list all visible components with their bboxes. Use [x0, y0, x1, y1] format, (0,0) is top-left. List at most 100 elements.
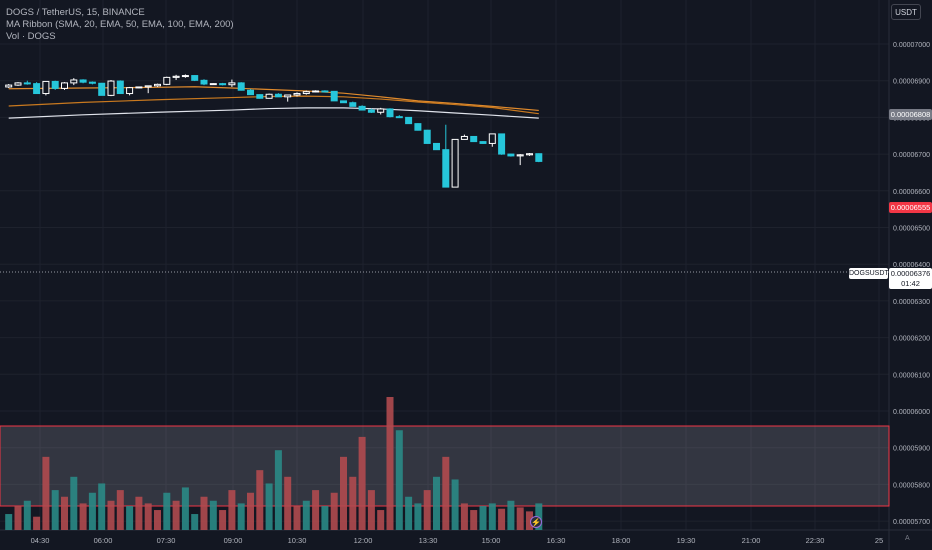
volume-bar: [228, 490, 236, 530]
volume-bar: [5, 514, 13, 530]
volume-bar: [135, 496, 143, 530]
y-tick-label: 0.00006900: [893, 79, 930, 86]
candle-body: [200, 79, 208, 85]
candle-body: [51, 80, 59, 89]
volume-bar: [349, 476, 357, 530]
y-tick-label: 0.00006200: [893, 336, 930, 343]
volume-bar: [181, 487, 189, 530]
volume-bar: [451, 479, 459, 530]
candle-body: [135, 86, 143, 89]
candle-body: [377, 108, 385, 113]
volume-bar: [367, 490, 375, 530]
y-tick-label: 0.00006000: [893, 409, 930, 416]
volume-bar: [107, 500, 115, 530]
candle-body: [433, 142, 440, 151]
x-tick-label: 21:00: [742, 536, 761, 545]
candle-body: [405, 116, 413, 125]
candle-body: [181, 75, 189, 78]
price-tag-red: 0.00006555: [889, 202, 932, 213]
volume-bar: [330, 492, 338, 530]
volume-bar: [460, 503, 468, 530]
candle-body: [321, 90, 329, 93]
y-tick-label: 0.00006100: [893, 372, 930, 379]
legend-symbol[interactable]: DOGS / TetherUS, 15, BINANCE: [6, 7, 145, 18]
candle-body: [386, 108, 394, 118]
lightning-icon[interactable]: ⚡: [530, 516, 542, 528]
volume-bar: [265, 483, 273, 530]
volume-bar: [144, 503, 152, 530]
volume-bar: [321, 506, 329, 530]
candle-body: [358, 105, 366, 111]
candle-body: [414, 123, 422, 131]
x-tick-label: 10:30: [288, 536, 307, 545]
candle-body: [209, 83, 217, 86]
legend-ma-ribbon[interactable]: MA Ribbon (SMA, 20, EMA, 50, EMA, 100, E…: [6, 19, 234, 30]
volume-bar: [79, 503, 87, 530]
candle-body: [154, 83, 161, 87]
volume-bar: [498, 508, 506, 530]
volume-bar: [479, 506, 487, 530]
y-tick-label: 0.00006400: [893, 262, 930, 269]
ema50-line: [8, 86, 539, 112]
auto-scale-button[interactable]: A: [905, 535, 910, 542]
x-tick-label: 19:30: [677, 536, 696, 545]
volume-bar: [414, 503, 422, 530]
volume-bar: [209, 500, 217, 530]
volume-bar: [340, 456, 347, 530]
candle-body: [33, 83, 41, 95]
candle-body: [349, 102, 357, 107]
candle-body: [228, 82, 236, 86]
price-tag-gray: 0.00006808: [889, 109, 932, 120]
volume-bar: [312, 490, 320, 530]
candle-body: [460, 135, 468, 140]
legend-volume[interactable]: Vol · DOGS: [6, 31, 56, 42]
currency-button[interactable]: USDT: [891, 4, 921, 20]
candle-body: [488, 133, 496, 144]
y-tick-label: 0.00006500: [893, 226, 930, 233]
candle-body: [163, 76, 171, 85]
y-tick-label: 0.00005900: [893, 446, 930, 453]
volume-bar: [526, 511, 533, 530]
volume-bar: [302, 500, 310, 530]
x-tick-label: 13:30: [419, 536, 438, 545]
candle-body: [42, 80, 50, 95]
volume-bar: [191, 514, 199, 530]
candle-body: [116, 80, 124, 95]
candle-body: [423, 129, 431, 144]
volume-bar: [358, 436, 366, 530]
volume-bar: [116, 490, 124, 530]
volume-bar: [442, 456, 450, 530]
volume-bar: [70, 476, 78, 530]
volume-bar: [386, 397, 394, 530]
volume-bar: [507, 500, 515, 530]
volume-bar: [237, 503, 245, 530]
volume-bar: [423, 490, 431, 530]
y-tick-label: 0.00006600: [893, 189, 930, 196]
volume-bar: [126, 506, 134, 530]
y-tick-label: 0.00006700: [893, 152, 930, 159]
volume-bar: [14, 506, 22, 530]
x-tick-label: 07:30: [157, 536, 176, 545]
candle-body: [498, 133, 506, 155]
candle-body: [88, 81, 96, 84]
x-tick-label: 04:30: [31, 536, 50, 545]
symbol-tag: DOGSUSDT: [849, 268, 889, 279]
volume-bar: [293, 506, 301, 530]
candle-body: [470, 135, 478, 143]
candle-body: [144, 85, 152, 88]
candle-body: [256, 94, 264, 99]
candle-body: [5, 84, 13, 88]
candle-body: [330, 90, 338, 102]
x-tick-label: 18:00: [612, 536, 631, 545]
y-tick-label: 0.00005700: [893, 519, 930, 526]
candle-body: [274, 93, 282, 98]
candle-body: [535, 153, 543, 162]
volume-bar: [172, 500, 180, 530]
candle-body: [191, 75, 199, 81]
candle-body: [172, 75, 180, 78]
volume-bar: [154, 510, 161, 530]
y-tick-label: 0.00006300: [893, 299, 930, 306]
candle-body: [107, 80, 115, 96]
candle-body: [516, 154, 524, 157]
